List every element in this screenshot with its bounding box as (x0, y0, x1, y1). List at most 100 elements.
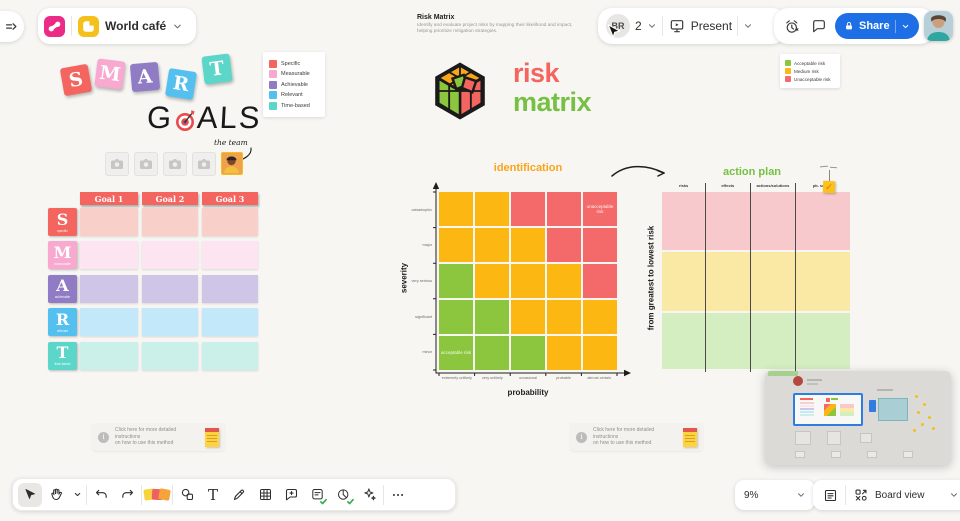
redo-button[interactable] (115, 483, 139, 507)
team-member-photo[interactable] (221, 152, 243, 175)
smart-table-cell[interactable] (142, 241, 198, 270)
risk-cell-r2c0[interactable] (439, 264, 473, 298)
share-options-chevron-icon[interactable] (901, 22, 910, 31)
smart-table-cell[interactable] (142, 274, 198, 303)
chevron-down-icon[interactable] (172, 21, 183, 32)
shapes-tool[interactable] (175, 483, 199, 507)
risk-cell-r0c3[interactable] (547, 192, 581, 226)
risk-cell-r2c1[interactable] (475, 264, 509, 298)
sidebar-expand-button[interactable] (0, 11, 24, 42)
undo-button[interactable] (89, 483, 113, 507)
photo-placeholder[interactable] (163, 152, 187, 176)
risk-cell-r4c3[interactable] (547, 336, 581, 370)
smart-table-cell[interactable] (80, 241, 138, 270)
present-button[interactable]: Present (690, 19, 733, 33)
risk-cell-r1c1[interactable] (475, 228, 509, 262)
smart-table-cell[interactable] (142, 341, 198, 370)
smart-table-cell[interactable] (80, 274, 138, 303)
smart-table-cell[interactable] (202, 341, 258, 370)
risk-cell-r2c3[interactable] (547, 264, 581, 298)
risk-matrix-wordmark[interactable]: risk matrix (513, 58, 592, 117)
risk-cell-r1c0[interactable] (439, 228, 473, 262)
goals-word[interactable]: G ALS (146, 100, 263, 135)
smart-letter-tile-S[interactable]: S (59, 63, 93, 97)
goal-column-header[interactable]: Goal 2 (142, 192, 198, 205)
current-user-avatar[interactable] (924, 11, 953, 41)
photo-placeholder[interactable] (105, 152, 129, 176)
photo-placeholder[interactable] (192, 152, 216, 176)
more-tools-button[interactable] (386, 483, 410, 507)
minimap-viewport[interactable] (793, 393, 863, 426)
share-button[interactable]: Share (835, 13, 919, 39)
select-tool[interactable] (18, 482, 42, 507)
outline-frame-icon[interactable] (821, 484, 839, 506)
risk-cell-r4c2[interactable] (511, 336, 545, 370)
smart-table-cell[interactable] (202, 241, 258, 270)
risk-cell-r0c2[interactable] (511, 192, 545, 226)
smart-table-cell[interactable] (202, 274, 258, 303)
smart-letter-tile-R[interactable]: R (164, 67, 198, 101)
risk-matrix-cube-logo[interactable] (428, 60, 492, 122)
risk-cell-r2c2[interactable] (511, 264, 545, 298)
ai-sparkle-tool[interactable] (357, 483, 381, 507)
smart-letter-tile-M[interactable]: M (94, 58, 126, 90)
smart-table-cell[interactable] (80, 208, 138, 236)
smart-table-cell[interactable] (202, 208, 258, 236)
instructions-doc-thumbnail[interactable] (683, 427, 697, 447)
tool-options-chevron-icon[interactable] (70, 483, 84, 507)
risk-cell-r1c4[interactable] (583, 228, 617, 262)
instructions-doc-thumbnail[interactable] (205, 427, 219, 447)
risk-cell-r3c1[interactable] (475, 300, 509, 334)
risk-cell-r4c1[interactable] (475, 336, 509, 370)
draw-tool[interactable] (227, 483, 251, 507)
photo-placeholder[interactable] (134, 152, 158, 176)
smart-table-cell[interactable] (80, 308, 138, 337)
risk-cell-r0c1[interactable] (475, 192, 509, 226)
instructions-note[interactable]: i Click here for more detailed instructi… (92, 423, 225, 451)
present-options-chevron-icon[interactable] (743, 21, 753, 31)
chevron-down-icon[interactable] (647, 21, 657, 31)
sticky-notes-tool[interactable] (143, 486, 171, 504)
smart-letter-tile-A[interactable]: A (129, 61, 161, 93)
goal-column-header[interactable]: Goal 3 (202, 192, 258, 205)
smart-table-cell[interactable] (80, 341, 138, 370)
board-view-control[interactable]: Board view (813, 480, 960, 510)
risk-cell-r2c4[interactable] (583, 264, 617, 298)
goal-column-header[interactable]: Goal 1 (80, 192, 138, 205)
smart-table-cell[interactable] (202, 308, 258, 337)
zoom-control[interactable]: 9% (735, 480, 815, 510)
risk-cell-r1c2[interactable] (511, 228, 545, 262)
action-plan-band-0[interactable] (662, 192, 850, 250)
chat-icon[interactable] (808, 15, 830, 37)
action-plan-band-2[interactable] (662, 313, 850, 369)
hand-tool[interactable] (44, 483, 68, 507)
risk-cell-r3c4[interactable] (583, 300, 617, 334)
smart-letter-tile-T[interactable]: T (201, 53, 233, 85)
smart-table-cell[interactable] (142, 308, 198, 337)
risk-cell-r4c4[interactable] (583, 336, 617, 370)
view-chevron-icon[interactable] (949, 490, 959, 500)
timer-icon[interactable] (781, 15, 803, 37)
voting-chart-tool[interactable] (331, 483, 355, 507)
smart-table-cell[interactable] (142, 208, 198, 236)
minimap[interactable] (765, 371, 951, 465)
risk-cell-r1c3[interactable] (547, 228, 581, 262)
risk-cell-r0c0[interactable] (439, 192, 473, 226)
comment-tool[interactable] (279, 483, 303, 507)
workspace-switcher[interactable]: World café (38, 8, 196, 44)
zoom-chevron-icon[interactable] (796, 490, 806, 500)
action-plan-band-1[interactable] (662, 252, 850, 311)
instructions-note[interactable]: i Click here for more detailed instructi… (570, 423, 703, 451)
risk-cell-r3c2[interactable] (511, 300, 545, 334)
checkmark-sticky-note[interactable]: ✓ (822, 180, 836, 194)
risk-cell-r0c4[interactable]: unacceptable risk (583, 192, 617, 226)
risk-cell-r3c3[interactable] (547, 300, 581, 334)
template-check-tool[interactable] (305, 483, 329, 507)
text-tool[interactable]: T (207, 485, 218, 504)
